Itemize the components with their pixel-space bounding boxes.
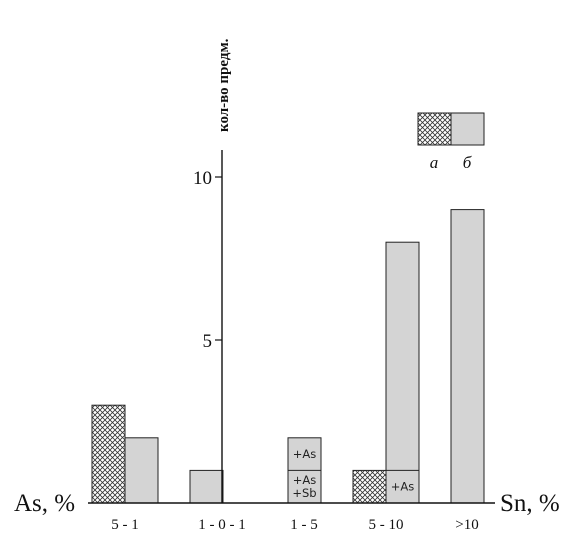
y-tick-label: 5 <box>203 331 213 352</box>
x-tick-label: >10 <box>455 517 478 533</box>
bar-b-1 <box>189 469 224 504</box>
legend-swatch-b <box>450 112 485 146</box>
x-right-label: Sn, % <box>500 490 560 517</box>
bar-annotation: +As +Sb <box>292 473 316 500</box>
x-tick-label: 1 - 5 <box>290 517 318 533</box>
bar-b-0 <box>124 437 159 504</box>
bars-layer: +As +As +Sb +As <box>91 209 485 504</box>
bar-b-4 <box>450 209 485 504</box>
bar-annotation: +As <box>391 480 415 494</box>
y-axis-title: кол-во предм. <box>216 38 232 132</box>
legend-label-a: а <box>430 153 439 172</box>
bar-a-3 <box>352 469 387 504</box>
y-tick-label: 10 <box>193 168 212 189</box>
x-tick-label: 1 - 0 - 1 <box>198 517 246 533</box>
legend: а б <box>417 112 485 172</box>
axes-layer: 5 10 5 - 1 1 - 0 - 1 1 - 5 5 - 10 >10 <box>88 150 495 533</box>
x-tick-label: 5 - 1 <box>111 517 139 533</box>
x-left-label: As, % <box>14 490 75 517</box>
x-tick-label: 5 - 10 <box>369 517 404 533</box>
bar-b-3 <box>385 241 420 504</box>
bar-annotation: +As <box>293 447 317 461</box>
legend-label-b: б <box>463 153 472 172</box>
bar-a-0 <box>91 404 126 504</box>
legend-swatch-a <box>417 112 452 146</box>
